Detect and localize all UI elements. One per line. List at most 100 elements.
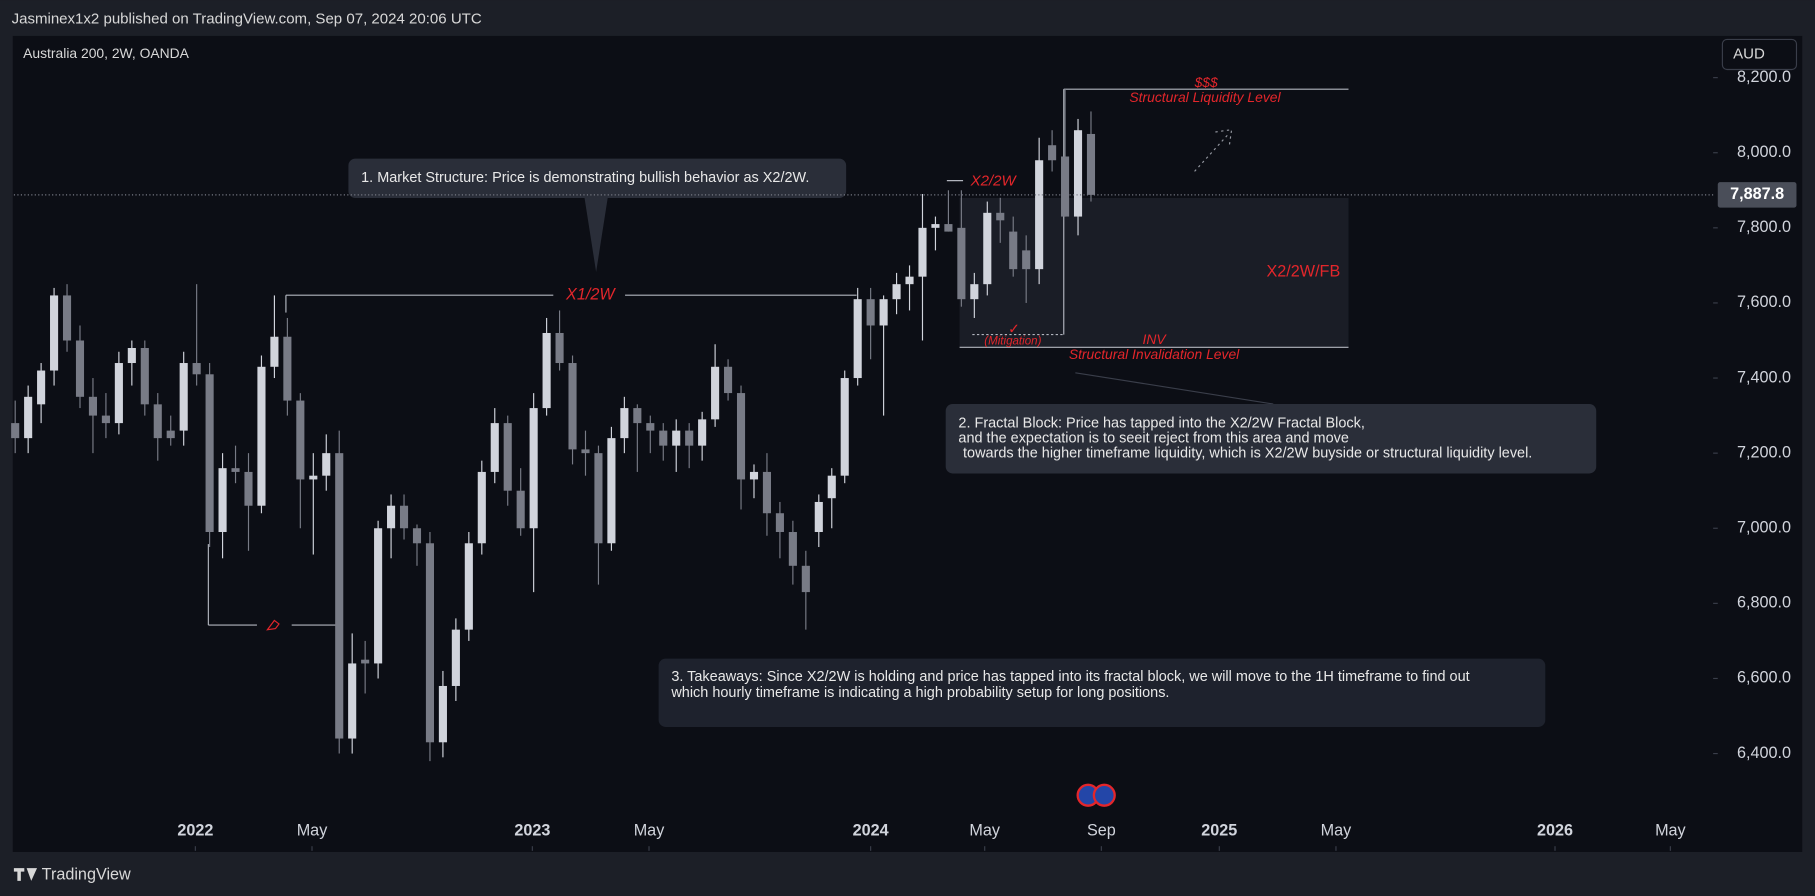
candle-body [827,475,836,499]
candle-body [788,532,797,566]
note2-line: towards the higher timeframe liquidity, … [963,446,1532,462]
candle-body [905,276,914,285]
candle-body [464,543,473,630]
candle-body [555,332,564,364]
candle-body [114,363,123,424]
publisher: Jasminex1x2 published on TradingView.com… [12,11,482,28]
candle-body [970,284,979,300]
candle-body [283,336,292,401]
candle-body [620,408,629,439]
candle-body [646,423,655,431]
candle-body [24,396,33,439]
candle-body [1035,160,1044,270]
x-tick-label: 2023 [514,821,550,839]
mitigation-label: (Mitigation) [984,336,1041,348]
currency-button[interactable] [1721,38,1798,71]
note2-line: 2. Fractal Block: Price has tapped into … [958,416,1364,432]
candles: 6,400.0 6,600.0 6,800.0 7,000.0 7,200.0 7,400… [11,68,1797,851]
note3-line: 3. Takeaways: Since X2/2W is holding and… [671,669,1469,685]
candle-body [322,453,331,476]
candle-body [983,212,992,285]
last-price-box [1717,182,1797,208]
candle-body [309,475,318,480]
candle-body [1022,250,1031,270]
candle-body [749,471,759,480]
x-tick-label: Sep [1087,821,1116,839]
candle-body [581,449,590,454]
candle-body [762,471,772,514]
y-tick-label: 7,000.0 [1737,519,1791,537]
x2-label: X2/2W [970,173,1018,190]
y-tick-label: 6,600.0 [1737,669,1791,687]
y-tick-label: 7,600.0 [1737,293,1791,311]
fb-label: X2/2W/FB [1266,262,1340,280]
note2-pointer [1075,372,1274,405]
candle-body [335,453,344,739]
note3-box [658,658,1546,727]
candle-body [1086,133,1096,195]
candle-body [153,404,162,439]
x-tick-label: May [969,821,1000,839]
dollars-label: $$$ [1194,74,1218,90]
note2-box [945,404,1597,474]
currency: AUD [1733,45,1765,62]
invalidation-label: Structural Invalidation Level [1069,346,1240,362]
x-tick-label: May [1321,821,1352,839]
candle-body [244,471,253,506]
candle-body [892,284,901,300]
candle-body [166,430,175,439]
candle-body [503,423,512,491]
candle-body [996,212,1005,221]
candle-body [179,363,188,431]
candle-body [192,363,201,375]
candle-body [1009,231,1018,270]
candle-body [711,366,720,420]
candle-body [516,490,525,529]
candle-body [698,419,707,446]
candle-body [1061,156,1070,217]
candle-body [438,685,447,743]
candle-body [387,505,396,529]
candle-body [542,332,551,409]
candle-body [685,430,694,446]
x-tick-label: 2026 [1537,821,1573,839]
candle-body [568,363,577,450]
brand: TradingView [42,865,131,883]
candle-body [672,430,681,446]
candle-body [140,348,149,405]
candle-body [594,453,603,544]
candle-body [879,299,888,326]
y-tick-label: 7,800.0 [1737,218,1791,236]
candle-body [75,340,85,397]
candle-body [218,468,227,533]
note1-box [348,158,847,273]
x-tick-label: 2024 [853,821,889,839]
note1: 1. Market Structure: Price is demonstrat… [361,170,809,186]
candle-body [348,663,357,739]
y-tick-label: 6,800.0 [1737,594,1791,612]
candle-body [724,366,733,394]
candle-body [736,393,746,480]
candle-body [529,408,538,529]
candle-body [127,348,136,364]
note2-line: and the expectation is to seeit reject f… [958,431,1348,447]
candle-body [840,378,849,476]
candle-body [425,543,435,743]
candle-body [801,565,810,593]
event-icon[interactable] [1092,783,1116,807]
y-tick-label: 8,000.0 [1737,143,1791,161]
candle-body [918,227,927,277]
y-tick-label: 7,400.0 [1737,368,1791,386]
candle-body [270,336,279,367]
x1-label: X1/2W [565,285,616,303]
low-icon [266,619,280,631]
candle-body [62,295,72,341]
candle-body [451,629,460,686]
candle-body [490,423,499,472]
candle-body [399,505,409,529]
candle-body [296,400,305,480]
candle-body [944,224,953,232]
check-label: ✓ [1008,321,1020,337]
x-tick-label: May [1655,821,1686,839]
